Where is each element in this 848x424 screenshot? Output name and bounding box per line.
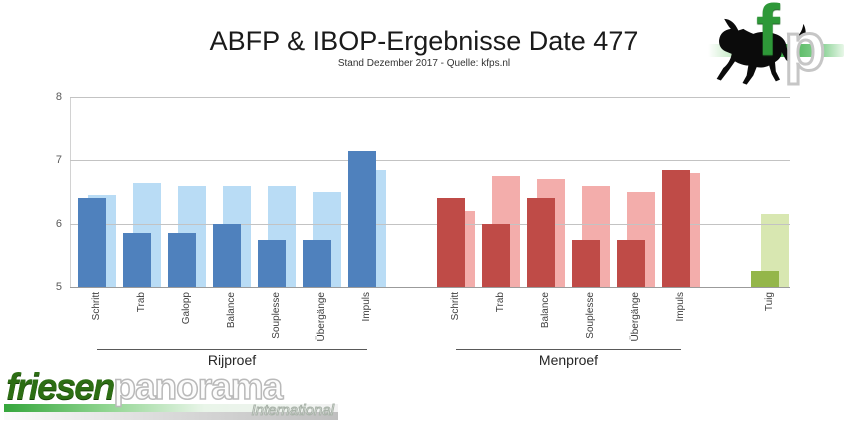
- y-tick-label: 7: [55, 154, 62, 167]
- x-axis-category-label: Tuig: [764, 292, 775, 312]
- x-axis-category-label: Souplesse: [585, 292, 596, 339]
- bar-abfp: [617, 239, 645, 287]
- kfps-brand-logo: f p: [708, 0, 844, 94]
- bar-abfp: [78, 198, 106, 287]
- x-axis-category-label: Impuls: [675, 292, 686, 322]
- y-tick-label: 5: [55, 281, 62, 293]
- y-tick-label: 6: [55, 217, 62, 230]
- chart-subtitle: Stand Dezember 2017 - Quelle: kfps.nl: [337, 58, 511, 69]
- horse-icon: [716, 18, 806, 85]
- group-axis-line: [97, 349, 367, 350]
- bar-abfp: [527, 198, 555, 287]
- x-axis-category-label: Übergänge: [630, 292, 641, 342]
- bar-abfp: [168, 233, 196, 287]
- bar-abfp: [303, 239, 331, 287]
- x-axis-category-label: Schritt: [91, 292, 102, 321]
- group-label: Menproef: [538, 352, 599, 368]
- y-tick-label: 8: [55, 91, 62, 103]
- bar-abfp: [258, 239, 286, 287]
- x-axis-category-label: Schritt: [450, 292, 461, 321]
- group-label: Rijproef: [207, 352, 257, 368]
- bar-abfp: [572, 239, 600, 287]
- logo-letter-f: f: [756, 0, 780, 71]
- bar-abfp: [213, 223, 241, 287]
- gridline: [70, 223, 790, 225]
- x-axis-category-label: Balance: [540, 292, 551, 329]
- x-axis-category-label: Balance: [226, 292, 237, 329]
- logo-letter-p: p: [783, 8, 828, 87]
- friesenpanorama-logo: friesenpanorama International: [4, 365, 338, 422]
- x-axis-line: [70, 287, 790, 288]
- logo-text-international: International: [251, 402, 335, 420]
- x-axis-category-label: Übergänge: [316, 292, 327, 342]
- x-axis-category-label: Galopp: [181, 292, 192, 325]
- bar-abfp: [482, 223, 510, 287]
- bar-abfp: [123, 233, 151, 287]
- bar-abfp: [662, 169, 690, 287]
- x-axis-category-label: Impuls: [361, 292, 372, 322]
- x-axis-category-label: Trab: [495, 292, 506, 313]
- y-axis-line: [70, 97, 71, 287]
- gridline: [70, 160, 790, 162]
- logo-text-panorama: panorama: [113, 365, 284, 408]
- bar-abfp: [348, 150, 376, 287]
- gridline: [70, 97, 790, 98]
- bar-abfp: [437, 198, 465, 287]
- x-axis-category-label: Trab: [136, 292, 147, 313]
- bar-abfp: [751, 271, 779, 287]
- logo-green-bar: [4, 404, 338, 412]
- x-axis-category-label: Souplesse: [271, 292, 282, 339]
- logo-wordmark: friesenpanorama: [6, 365, 284, 408]
- group-axis-line: [456, 349, 681, 350]
- logo-text-friesen: friesen: [6, 366, 115, 407]
- chart-title: ABFP & IBOP-Ergebnisse Date 477: [209, 26, 639, 56]
- logo-silver-bar: [4, 412, 338, 420]
